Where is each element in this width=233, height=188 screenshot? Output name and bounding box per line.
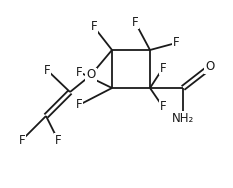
Text: F: F (19, 133, 25, 146)
Text: NH₂: NH₂ (172, 111, 194, 124)
Text: F: F (132, 15, 138, 29)
Text: F: F (160, 101, 166, 114)
Text: F: F (91, 20, 97, 33)
Text: O: O (86, 68, 96, 82)
Text: F: F (160, 61, 166, 74)
Text: O: O (205, 61, 215, 74)
Text: F: F (173, 36, 179, 49)
Text: F: F (76, 65, 82, 79)
Text: F: F (76, 99, 82, 111)
Text: F: F (55, 133, 61, 146)
Text: F: F (44, 64, 50, 77)
